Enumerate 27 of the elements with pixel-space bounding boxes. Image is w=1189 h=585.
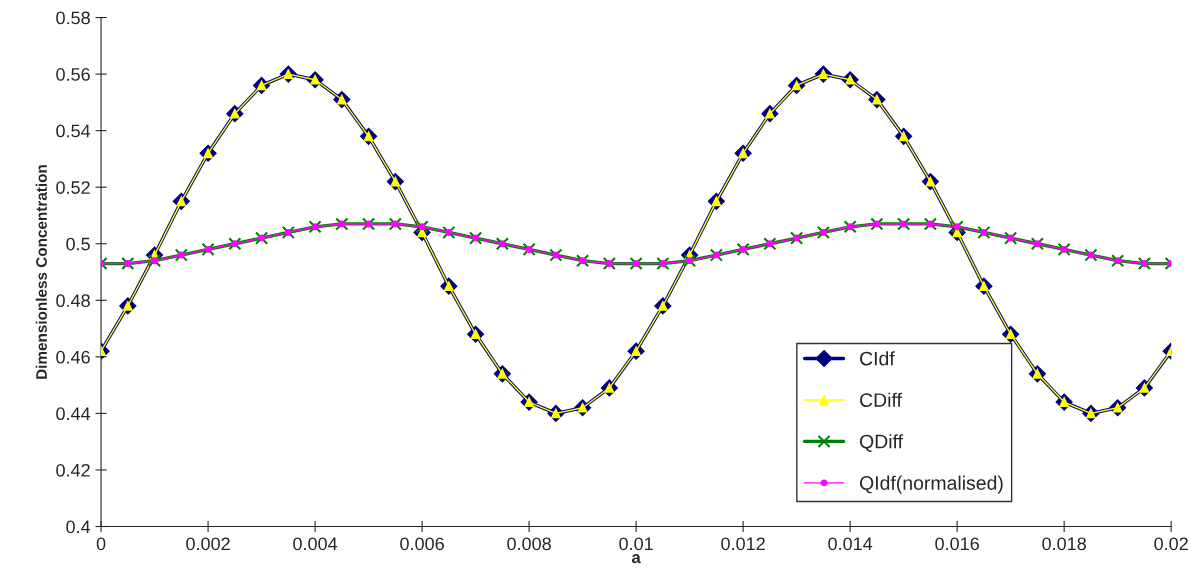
y-tick-label: 0.58 [56,11,90,25]
y-tick-label: 0.44 [56,407,91,421]
y-tick-label: 0.46 [56,350,90,364]
x-tick-label: 0.008 [507,537,551,551]
legend-label: CDiff [860,392,902,407]
x-tick-label: 0.01 [619,537,653,551]
y-tick-label: 0.5 [66,237,90,251]
x-tick-label: 0.018 [1042,537,1086,551]
x-tick-label: 0.012 [721,537,765,551]
x-tick-label: 0.014 [828,537,873,551]
x-tick-label: 0.004 [293,537,338,551]
x-tick-label: 0.006 [400,537,444,551]
y-tick-label: 0.54 [56,124,91,138]
y-tick-label: 0.56 [56,68,90,81]
x-tick-label: 0.002 [186,537,230,551]
legend-label: CIdf [860,351,895,366]
y-tick-label: 0.42 [56,463,90,477]
legend-label: QIdf(normalised) [859,475,1003,494]
y-tick-label: 0.52 [56,181,90,194]
x-tick-label: 0 [96,537,106,551]
y-tick-label: 0.4 [66,520,91,534]
y-tick-label: 0.48 [56,294,90,308]
x-axis-title: a [631,554,641,564]
legend-label: QDiff [859,434,904,452]
y-axis-title: Dimensionless Concentration [35,165,47,379]
x-tick-label: 0.02 [1154,537,1188,551]
x-tick-label: 0.016 [935,537,979,551]
